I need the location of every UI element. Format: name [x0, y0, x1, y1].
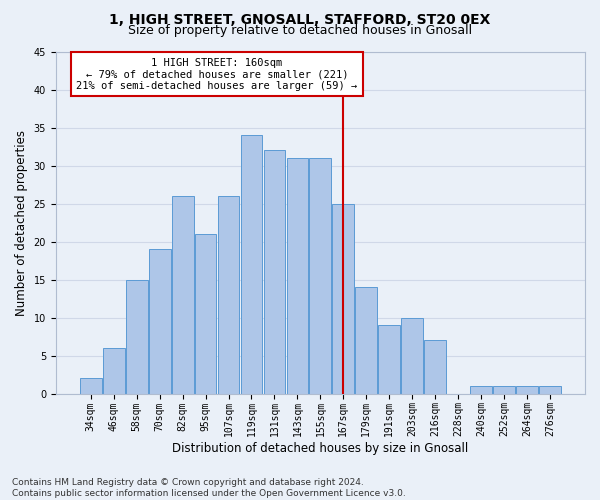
- Text: Size of property relative to detached houses in Gnosall: Size of property relative to detached ho…: [128, 24, 472, 37]
- Bar: [126, 280, 148, 394]
- Bar: [241, 135, 262, 394]
- X-axis label: Distribution of detached houses by size in Gnosall: Distribution of detached houses by size …: [172, 442, 469, 455]
- Y-axis label: Number of detached properties: Number of detached properties: [15, 130, 28, 316]
- Bar: [263, 150, 286, 394]
- Bar: [103, 348, 125, 394]
- Bar: [516, 386, 538, 394]
- Bar: [172, 196, 194, 394]
- Bar: [287, 158, 308, 394]
- Bar: [310, 158, 331, 394]
- Text: Contains HM Land Registry data © Crown copyright and database right 2024.
Contai: Contains HM Land Registry data © Crown c…: [12, 478, 406, 498]
- Bar: [218, 196, 239, 394]
- Bar: [401, 318, 423, 394]
- Bar: [194, 234, 217, 394]
- Bar: [355, 287, 377, 394]
- Bar: [379, 325, 400, 394]
- Bar: [149, 249, 170, 394]
- Bar: [539, 386, 561, 394]
- Text: 1 HIGH STREET: 160sqm
← 79% of detached houses are smaller (221)
21% of semi-det: 1 HIGH STREET: 160sqm ← 79% of detached …: [76, 58, 358, 91]
- Bar: [493, 386, 515, 394]
- Bar: [80, 378, 101, 394]
- Bar: [470, 386, 492, 394]
- Text: 1, HIGH STREET, GNOSALL, STAFFORD, ST20 0EX: 1, HIGH STREET, GNOSALL, STAFFORD, ST20 …: [109, 12, 491, 26]
- Bar: [424, 340, 446, 394]
- Bar: [332, 204, 354, 394]
